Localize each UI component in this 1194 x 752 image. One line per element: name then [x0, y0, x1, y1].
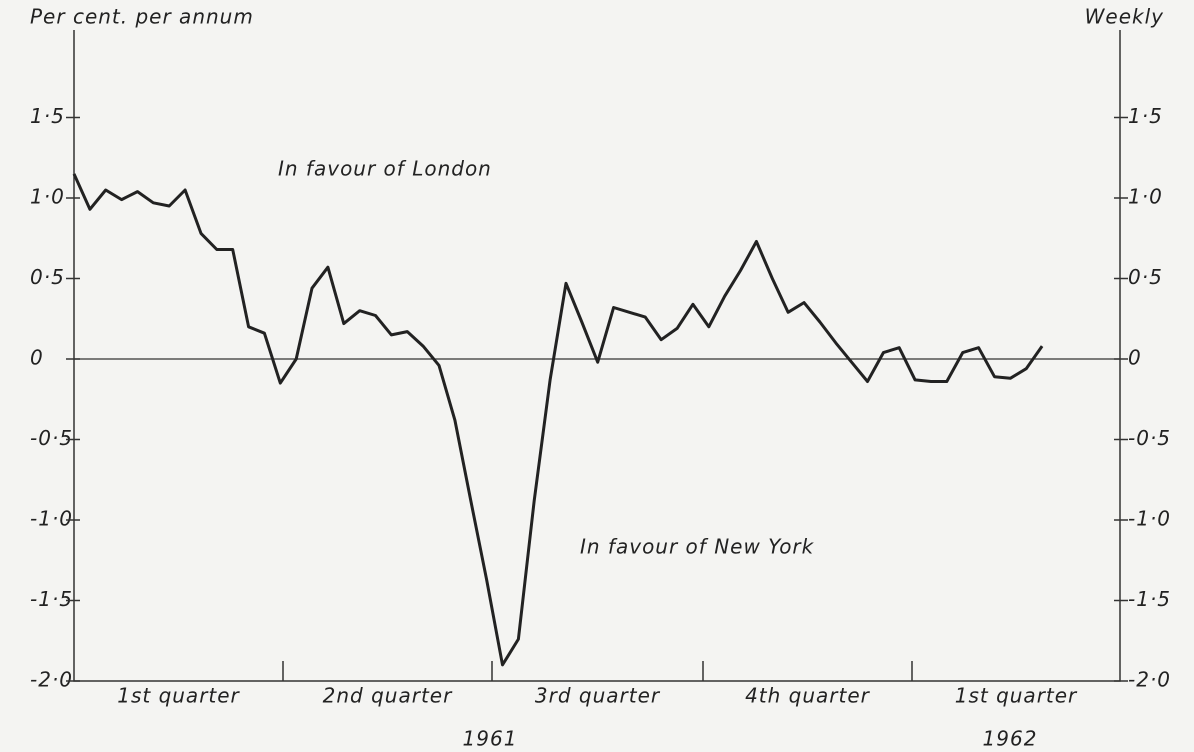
y2-tick-label: -1·0: [1128, 507, 1171, 531]
quarter-label: 3rd quarter: [535, 684, 661, 708]
annotation: In favour of New York: [580, 535, 815, 559]
y-tick-label: 1·5: [30, 104, 65, 128]
y-tick-label: -2·0: [30, 668, 73, 692]
y-axis-label: Per cent. per annum: [30, 5, 254, 29]
y2-tick-label: 0·5: [1128, 265, 1163, 289]
quarter-label: 1st quarter: [955, 684, 1078, 708]
axis-frame: [73, 30, 1121, 682]
y2-tick-label: 1·0: [1128, 185, 1163, 209]
y-tick-label: -1·0: [30, 507, 73, 531]
y-tick-label: 0·5: [30, 265, 65, 289]
y2-tick-label: 1·5: [1128, 104, 1163, 128]
quarter-label: 4th quarter: [745, 684, 871, 708]
year-label: 1961: [463, 727, 518, 751]
y2-tick-label: -2·0: [1128, 668, 1171, 692]
y2-tick-label: -0·5: [1128, 426, 1171, 450]
annotation: In favour of London: [278, 157, 492, 181]
y2-tick-label: -1·5: [1128, 587, 1171, 611]
data-line: [72, 173, 1044, 667]
y-tick-label: -0·5: [30, 426, 73, 450]
y-tick-label: -1·5: [30, 587, 73, 611]
quarter-label: 1st quarter: [117, 684, 240, 708]
y-tick-label: 1·0: [30, 185, 65, 209]
quarter-label: 2nd quarter: [323, 684, 453, 708]
quarter-dividers: [282, 661, 913, 681]
year-label: 1962: [983, 727, 1038, 751]
frequency-label: Weekly: [1085, 5, 1165, 29]
y-tick-label: 0: [30, 346, 44, 370]
y2-tick-label: 0: [1128, 346, 1142, 370]
